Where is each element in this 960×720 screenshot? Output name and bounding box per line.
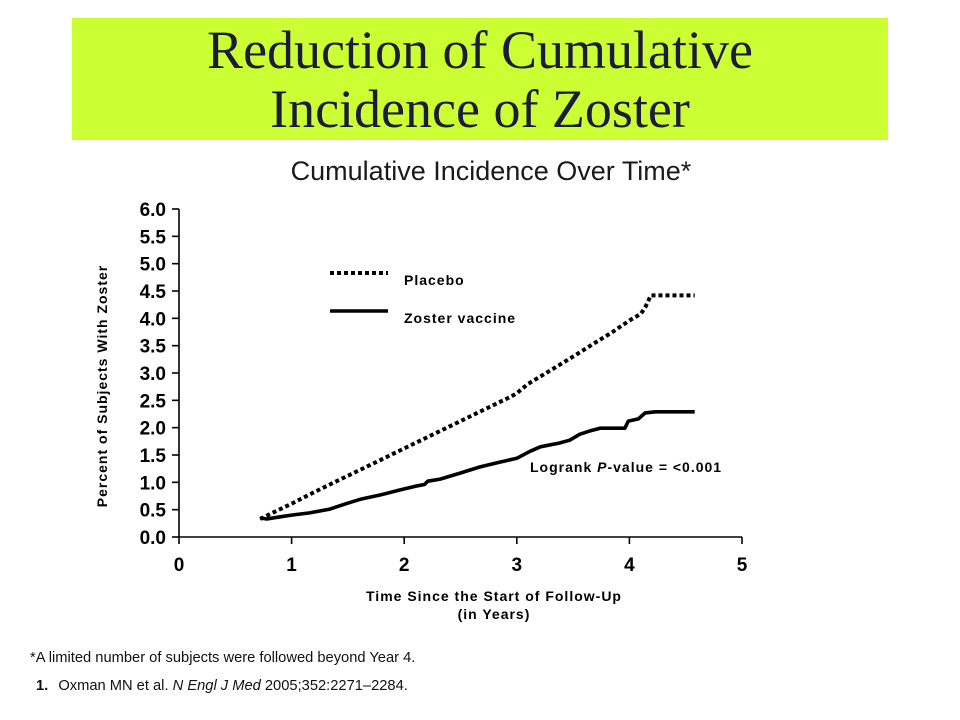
- y-tick-label: 3.5: [140, 337, 167, 358]
- y-tick-label: 6.0: [140, 200, 166, 221]
- legend: Placebo Zoster vaccine: [330, 271, 516, 326]
- annotation-suffix: -value = <0.001: [607, 459, 722, 475]
- axes: [178, 209, 742, 538]
- x-axis-label-line-1: Time Since the Start of Follow-Up: [366, 588, 622, 604]
- y-tick-label: 2.0: [140, 419, 166, 440]
- y-tick-label: 0.0: [140, 528, 166, 549]
- reference-journal: N Engl J Med: [172, 678, 261, 694]
- x-tick-label: 1: [286, 555, 297, 576]
- annotation-prefix: Logrank: [530, 459, 597, 475]
- y-tick-label: 4.5: [140, 282, 167, 303]
- title-banner: Reduction of Cumulative Incidence of Zos…: [72, 18, 888, 140]
- chart-title: Cumulative Incidence Over Time*: [290, 156, 692, 186]
- y-tick-label: 1.5: [140, 446, 167, 467]
- x-tick-label: 0: [174, 555, 185, 576]
- reference-number: 1.: [36, 678, 49, 694]
- y-tick-label: 4.0: [140, 309, 166, 330]
- x-tick-label: 5: [737, 555, 748, 576]
- y-tick-label: 2.5: [140, 391, 167, 412]
- slide-title-line-1: Reduction of Cumulative: [207, 20, 753, 80]
- reference-citation: 2005;352:2271–2284.: [264, 678, 408, 694]
- legend-label-zoster-vaccine: Zoster vaccine: [404, 310, 516, 326]
- series: [259, 293, 695, 521]
- series-line-placebo: [259, 293, 695, 521]
- y-tick-label: 5.5: [140, 227, 167, 248]
- annotation-p-italic: P: [597, 459, 607, 475]
- y-tick-label: 5.0: [140, 255, 166, 276]
- y-tick-label: 1.0: [140, 473, 166, 494]
- logrank-annotation: Logrank P-value = <0.001: [530, 459, 722, 475]
- ticks: 0.0 0.5 1.0 1.5 2.0 2.5 3.0 3.5 4.0 4.5 5.0 5.5 6.0 0…: [140, 200, 748, 576]
- x-tick-label: 2: [399, 555, 410, 576]
- y-axis-label: Percent of Subjects With Zoster: [94, 265, 110, 507]
- x-tick-label: 4: [624, 555, 635, 576]
- y-tick-label: 3.0: [140, 364, 166, 385]
- footnote: *A limited number of subjects were follo…: [30, 650, 416, 666]
- reference-authors: Oxman MN et al.: [58, 678, 169, 694]
- legend-label-placebo: Placebo: [404, 272, 465, 288]
- x-axis-label-line-2: (in Years): [458, 606, 531, 622]
- reference: 1. Oxman MN et al. N Engl J Med 2005;352…: [36, 678, 408, 695]
- x-tick-label: 3: [512, 555, 523, 576]
- series-line-zoster-vaccine: [259, 410, 695, 521]
- y-tick-label: 0.5: [140, 501, 167, 522]
- slide-title-line-2: Incidence of Zoster: [270, 79, 690, 139]
